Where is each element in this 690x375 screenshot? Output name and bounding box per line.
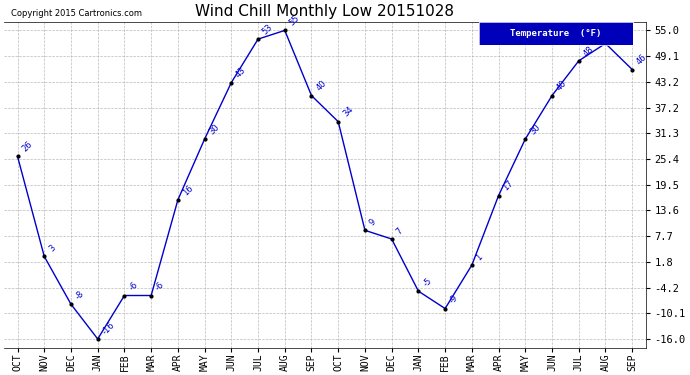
Text: 52: 52 bbox=[609, 27, 622, 40]
Text: 34: 34 bbox=[341, 105, 355, 119]
Text: 40: 40 bbox=[314, 79, 328, 93]
Text: 48: 48 bbox=[582, 44, 595, 58]
Text: -16: -16 bbox=[101, 320, 117, 336]
Text: -5: -5 bbox=[421, 276, 433, 288]
Text: 55: 55 bbox=[288, 14, 302, 28]
Text: 53: 53 bbox=[261, 22, 275, 36]
Text: 43: 43 bbox=[234, 66, 248, 80]
Title: Wind Chill Monthly Low 20151028: Wind Chill Monthly Low 20151028 bbox=[195, 4, 454, 19]
Text: 3: 3 bbox=[47, 243, 57, 254]
Text: 17: 17 bbox=[502, 179, 515, 193]
Text: 40: 40 bbox=[555, 79, 569, 93]
Text: -9: -9 bbox=[448, 294, 460, 306]
Text: 46: 46 bbox=[635, 53, 649, 67]
Text: 7: 7 bbox=[395, 226, 404, 236]
Text: 16: 16 bbox=[181, 183, 195, 197]
Text: -6: -6 bbox=[127, 280, 139, 293]
Text: 9: 9 bbox=[368, 217, 378, 228]
Text: 1: 1 bbox=[475, 252, 484, 262]
Text: 30: 30 bbox=[208, 122, 221, 136]
Text: -6: -6 bbox=[154, 280, 166, 293]
Text: 30: 30 bbox=[528, 122, 542, 136]
Text: -8: -8 bbox=[74, 289, 86, 302]
Text: Copyright 2015 Cartronics.com: Copyright 2015 Cartronics.com bbox=[10, 9, 141, 18]
Text: 26: 26 bbox=[20, 140, 34, 154]
